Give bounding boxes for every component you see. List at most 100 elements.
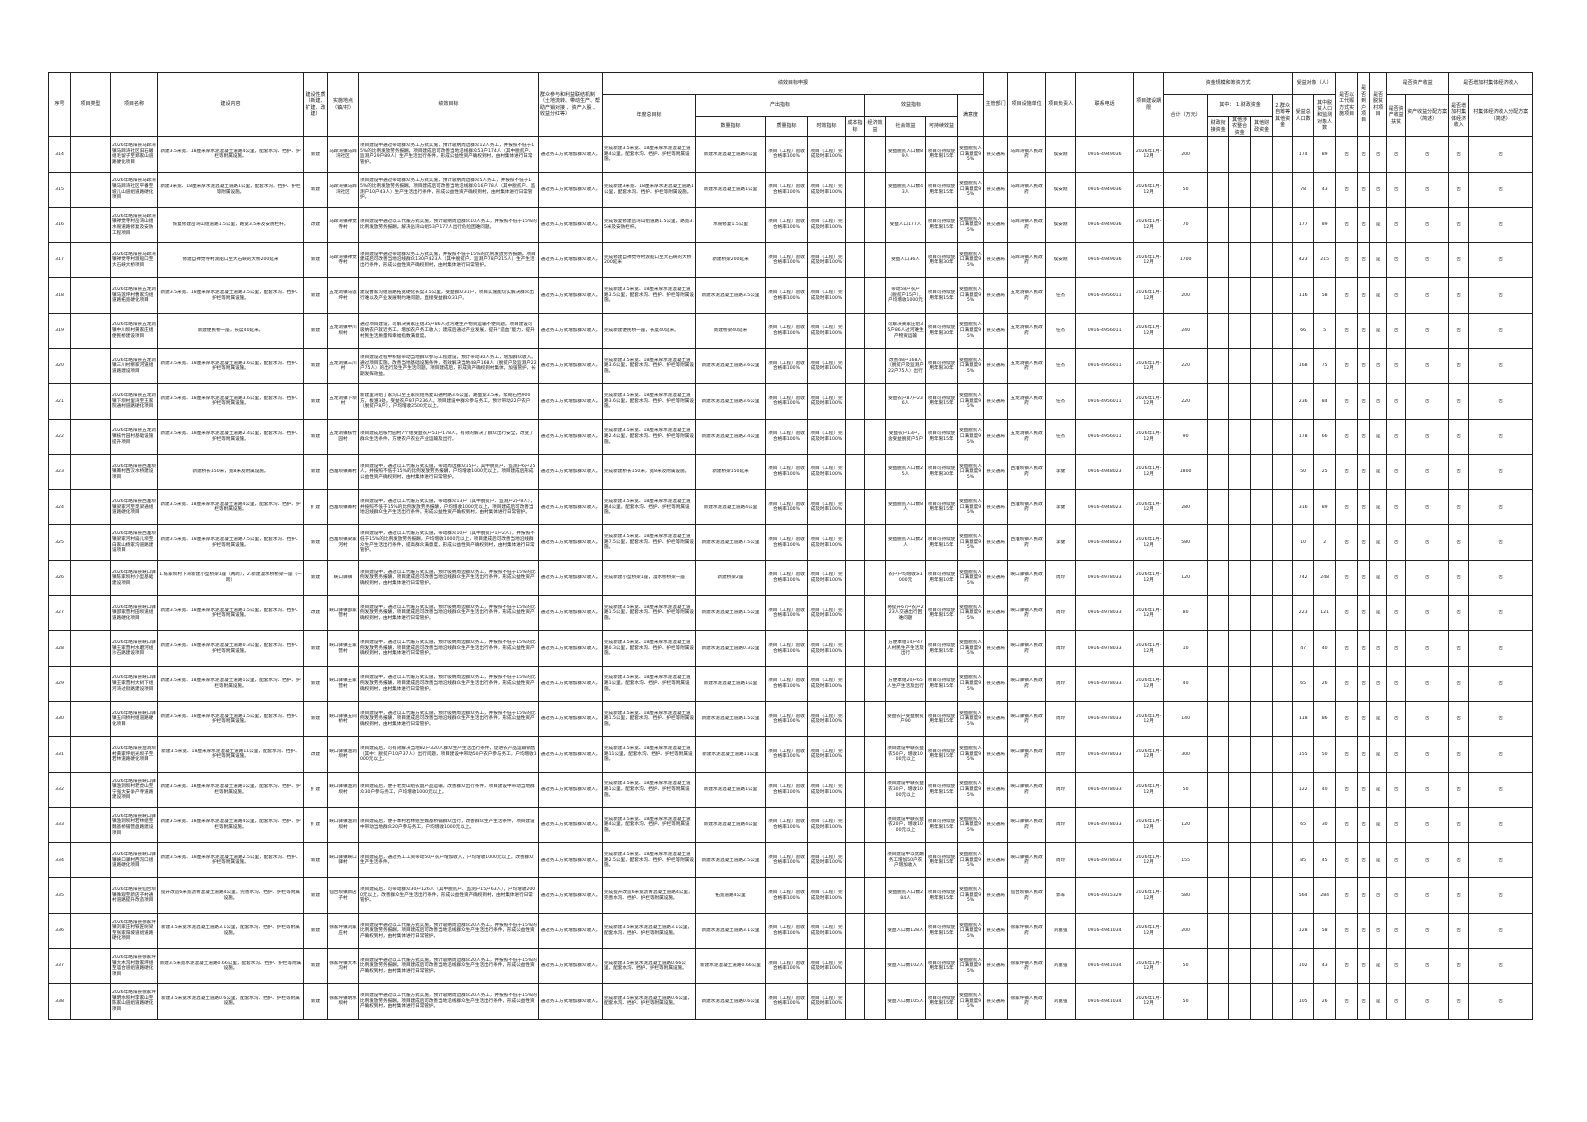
beneficiary-pop-text: 102 — [1298, 963, 1308, 969]
collective-plan-text: 否 — [1498, 363, 1503, 369]
contact-phone-text: 0916-4956011 — [1087, 292, 1122, 298]
cost-indicator — [845, 418, 865, 455]
row-no-text: 319 — [55, 328, 64, 334]
work-relief-flag-text: 否 — [1344, 257, 1349, 263]
row-no-text: 336 — [55, 928, 64, 934]
time-indicator: 项目（工程）完成及时率100% — [807, 806, 846, 844]
project-type — [70, 665, 111, 702]
location-text: 峡口驿镇峡口驿村 — [329, 854, 357, 866]
economic-benefit — [864, 559, 886, 597]
person-in-charge-text: 任杰 — [1056, 363, 1066, 369]
project-name-text: 2026年略阳县渔洞坝村黄家坪组光坝子至若林道路硬化项目 — [112, 746, 156, 763]
quantity-indicator-text: 水毁修复1.5公里 — [713, 222, 748, 228]
other-fiscal-funds — [1250, 842, 1274, 879]
satisfaction-text: 受益脱贫人口满意度95% — [959, 887, 983, 904]
work-relief-flag-text: 否 — [1344, 892, 1349, 898]
build-nature: 新建 — [303, 842, 328, 879]
mass-participation: 通过务工方式增加群众收入。 — [538, 453, 603, 491]
household-flag: 否 — [1357, 983, 1371, 1020]
asset-plan: 否 — [1405, 559, 1450, 597]
quantity-indicator: 新建水泥混凝土道路4公里 — [695, 489, 766, 526]
build-content-text: 新建3.5米宽、18厘米厚水泥混凝土道路11公里，配套水沟、挡护、护栏等附属设施… — [161, 748, 300, 760]
row-no: 320 — [48, 347, 71, 385]
project-name: 2026年略阳县五龙洞镇下坝村里湾至王家院通村道路硬化项目 — [110, 383, 158, 420]
annual-goal: 完成新建3米宽、18厘米厚水泥混凝土道路1公里，配套水沟、挡护、护栏等附属设施。 — [602, 171, 696, 208]
asset-plan: 否 — [1405, 948, 1450, 985]
header-phone: 联系电话 — [1075, 71, 1135, 138]
agri-integrated-funds — [1228, 948, 1252, 985]
social-benefit-text: 受益人口数102人 — [887, 963, 924, 969]
asset-poverty-flag: 否 — [1386, 559, 1407, 597]
fiscal-link-funds — [1207, 806, 1230, 844]
dept: 县交通局 — [983, 983, 1009, 1020]
total-funds: 120 — [1163, 559, 1209, 597]
asset-poverty-flag: 否 — [1386, 912, 1407, 950]
project-type — [70, 347, 111, 385]
beneficiary-poor-text: 58 — [1321, 928, 1328, 934]
person-in-charge-text: 李健 — [1056, 539, 1066, 545]
social-benefit-text: 受益农户87户236人 — [888, 395, 923, 407]
project-name: 2026年略阳县五龙洞镇马莲坪村曹家沟组道路拓宽硬化项目 — [110, 277, 158, 314]
implement-unit: 峡口驿镇人民政府 — [1007, 842, 1047, 879]
total-funds-text: 10 — [1182, 645, 1189, 651]
household-flag: 否 — [1357, 948, 1371, 985]
household-flag: 否 — [1357, 383, 1371, 420]
work-relief-flag: 否 — [1335, 418, 1359, 455]
contact-phone: 0916-4949036 — [1075, 206, 1135, 244]
sustain-benefit: 项目可持续使用年限15年 — [925, 842, 958, 879]
household-flag: 否 — [1357, 136, 1371, 173]
person-in-charge: 任杰 — [1045, 383, 1077, 420]
time-indicator: 项目（工程）完成及时率100% — [807, 418, 846, 455]
fiscal-link-funds — [1207, 948, 1230, 985]
contact-phone-text: 0916-4948023 — [1087, 504, 1122, 510]
dept-text: 县交通局 — [986, 716, 1005, 722]
agri-integrated-funds — [1228, 912, 1252, 950]
time-indicator: 项目（工程）完成及时率100% — [807, 383, 846, 420]
perf-goal-text: 项目建设中，通过以工代赈方式实施，预计吸纳周边群众务工，并按照不低于15%的比例… — [360, 604, 536, 622]
build-period-text: 2026年1月-12月 — [1135, 254, 1162, 266]
header-workrelief: 是否以工代赈方式实施项目 — [1335, 71, 1359, 138]
perf-goal-text: 项目建设中通过带动群众务工方式实施，并按照不低于15%的比例发放劳务报酬。项目建… — [360, 251, 536, 269]
asset-poverty-flag: 否 — [1386, 312, 1407, 350]
location-text: 西淮坝镇箐村 — [329, 469, 357, 475]
social-benefit-text: 受益脱贫人口数43人 — [887, 184, 924, 195]
self-raised-funds — [1272, 524, 1294, 561]
cost-indicator — [845, 489, 865, 526]
poor-village-flag-text: 是 — [1375, 998, 1381, 1004]
perf-goal: 项目建成后，便于本村若林组至魏基桥铺群众出行，改善群众生产生活条件，项目建设中带… — [358, 806, 539, 844]
self-raised-funds — [1272, 347, 1294, 385]
beneficiary-poor: 215 — [1313, 242, 1337, 279]
build-nature: 新建 — [303, 242, 328, 279]
perf-goal-text: 项目建设中，通过以工代赈方式实施，预计吸纳周边群众务工，并按照不低于15%的比例… — [360, 569, 536, 586]
social-benefit-text: 项目建设中联农益农50户，增收1000元以上 — [887, 746, 924, 763]
asset-poverty-flag-text: 否 — [1393, 716, 1399, 722]
header-f1: 财政衔接资金 — [1207, 115, 1230, 138]
sustain-benefit-text: 项目可持续使用年限15年 — [927, 748, 956, 760]
beneficiary-poor-text: 86 — [1321, 716, 1328, 722]
quantity-indicator-text: 新建水泥混凝土道路2.5公里 — [701, 857, 760, 863]
asset-plan-text: 否 — [1424, 645, 1430, 651]
asset-plan: 否 — [1405, 877, 1450, 914]
project-name: 2026年略阳县马蹄湾镇禅觉寺村岳湾山组水毁道路修复及安防工程项目 — [110, 206, 158, 244]
other-fiscal-funds — [1250, 312, 1274, 350]
collective-income-flag: 否 — [1448, 524, 1470, 561]
build-period: 2026年1月-12月 — [1133, 136, 1165, 173]
household-flag-text: 否 — [1361, 575, 1366, 581]
build-period: 2026年1月-12月 — [1133, 912, 1165, 950]
build-period-text: 2026年1月-12月 — [1135, 854, 1162, 866]
row-no-text: 338 — [55, 998, 64, 1004]
beneficiary-pop-text: 66 — [1300, 328, 1307, 334]
total-funds: 155 — [1163, 842, 1209, 879]
dept: 县交通局 — [983, 277, 1009, 314]
agri-integrated-funds — [1228, 453, 1252, 491]
row-no-text: 318 — [55, 292, 64, 298]
dept-text: 县交通局 — [986, 681, 1005, 687]
perf-goal: 项目建成后，可带动群众30户126人（其中脱贫户、监测户15户63人），户均增收… — [358, 877, 539, 914]
work-relief-flag-text: 否 — [1344, 822, 1349, 828]
person-in-charge-text: 侯安刚 — [1053, 222, 1068, 228]
collective-income-flag: 否 — [1448, 806, 1470, 844]
satisfaction-text: 受益脱贫人口满意度95% — [959, 498, 983, 516]
collective-income-flag-text: 否 — [1456, 292, 1461, 298]
total-funds-text: 80 — [1182, 610, 1189, 616]
collective-plan: 否 — [1468, 700, 1534, 738]
